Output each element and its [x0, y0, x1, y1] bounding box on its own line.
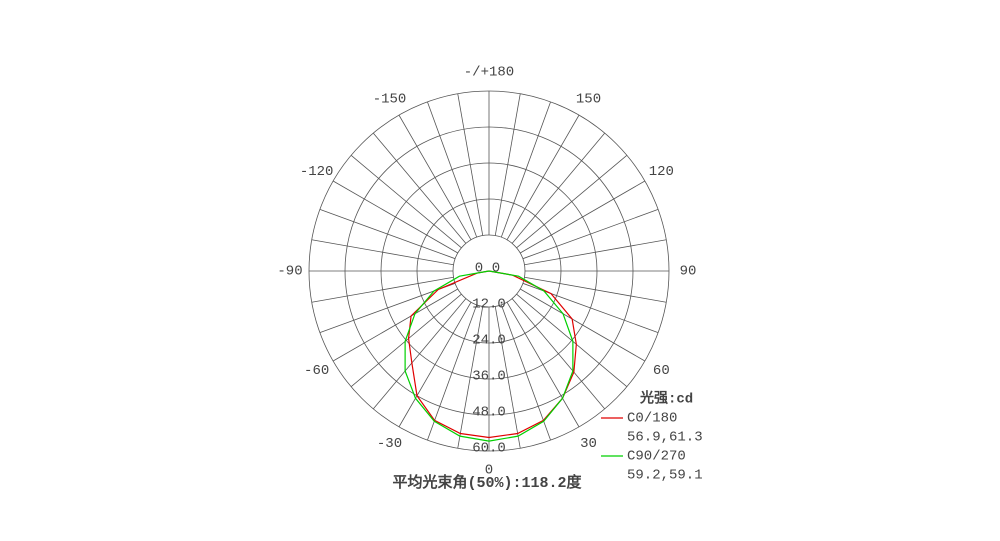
angle-label: 60	[653, 363, 670, 379]
center-label: 0	[492, 261, 500, 277]
angle-label: 0	[485, 463, 493, 479]
ring-grid-line	[308, 90, 670, 452]
legend-label: C0/180	[627, 411, 677, 427]
center-label: 0	[475, 261, 483, 277]
angle-label: -/+180	[464, 65, 514, 81]
angle-label: -60	[304, 363, 329, 379]
legend-stats: 56.9,61.3	[627, 430, 703, 446]
angle-label: 120	[649, 164, 674, 180]
ring-label: 24.0	[472, 333, 506, 349]
legend-label: C90/270	[627, 449, 686, 465]
ring-label: 36.0	[472, 369, 506, 385]
ring-label: 48.0	[472, 405, 506, 421]
angle-label: -90	[277, 264, 302, 280]
ring-label: 60.0	[472, 441, 506, 457]
legend-stats: 59.2,59.1	[627, 468, 703, 484]
ring-grid-line	[380, 162, 598, 380]
angle-label: 30	[580, 436, 597, 452]
series-line	[404, 270, 574, 442]
angle-label: -150	[373, 91, 407, 107]
ring-label: 12.0	[472, 297, 506, 313]
angle-label: -30	[377, 436, 402, 452]
angle-label: 150	[576, 91, 601, 107]
angle-label: -120	[300, 164, 334, 180]
ring-grid-line	[344, 126, 634, 416]
series-line	[407, 270, 577, 439]
footer: 平均光束角(50%):118.2度	[392, 473, 582, 492]
angle-label: 90	[680, 264, 697, 280]
ring-grid-line	[452, 234, 526, 308]
ring-grid-line	[416, 198, 562, 344]
legend-title: 光强:cd	[639, 390, 693, 408]
